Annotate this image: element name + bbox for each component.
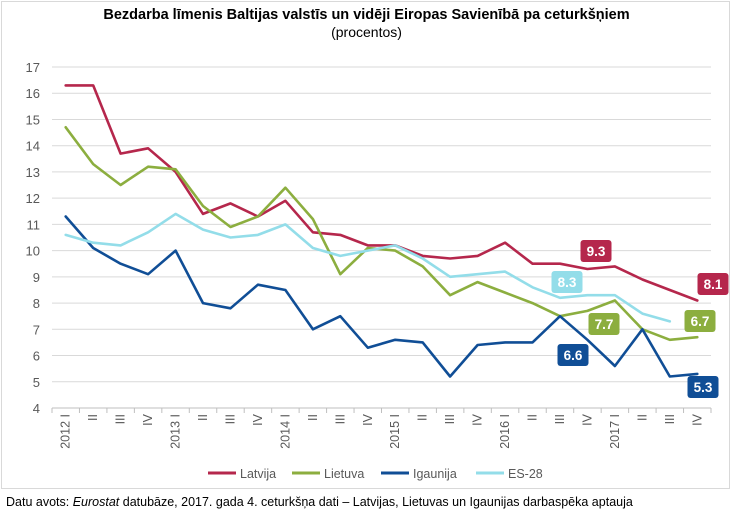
x-tick-label: 2016 I	[498, 414, 512, 449]
x-tick-label: III	[553, 414, 567, 424]
y-tick-label: 6	[33, 349, 40, 364]
series-line-igaunija	[64, 215, 699, 378]
gridlines	[52, 66, 711, 383]
legend-label-es-28: ES-28	[508, 467, 543, 481]
data-label-igaunija-bg	[557, 344, 589, 366]
y-tick-label: 5	[33, 375, 40, 390]
end-label-latvija-bg	[697, 273, 729, 295]
x-tick-label: II	[306, 414, 320, 421]
end-label-lietuva: 6.7	[691, 314, 710, 329]
legend-label-lietuva: Lietuva	[324, 467, 364, 481]
data-label-lietuva-bg	[588, 313, 620, 335]
data-label-es-28: 8.3	[558, 275, 577, 290]
data-labels: 9.3 8.1 7.7 6.7 6.6 5.3 8.3	[551, 240, 729, 398]
y-tick-label: 7	[33, 322, 40, 337]
legend-label-igaunija: Igaunija	[413, 467, 457, 481]
chart-subtitle: (procentos)	[331, 24, 402, 40]
x-tick-label: IV	[580, 413, 594, 425]
x-tick-label: 2017 I	[608, 414, 622, 449]
legend-label-latvija: Latvija	[240, 467, 276, 481]
x-tick-label: IV	[471, 413, 485, 425]
source-note: Datu avots: Eurostat datubāze, 2017. gad…	[6, 495, 633, 509]
x-tick-label: 2013 I	[169, 414, 183, 449]
x-tick-label: IV	[690, 413, 704, 425]
data-label-igaunija: 6.6	[564, 348, 583, 363]
end-label-latvija: 8.1	[704, 277, 723, 292]
x-tick-label: IV	[251, 413, 265, 425]
x-tick-label: III	[114, 414, 128, 424]
x-tick-label: II	[416, 414, 430, 421]
x-tick-label: IV	[361, 413, 375, 425]
x-tick-label: II	[86, 414, 100, 421]
source-prefix: Datu avots:	[6, 495, 73, 509]
x-tick-label: 2015 I	[388, 414, 402, 449]
x-tick-label: III	[223, 414, 237, 424]
x-tick-label: IV	[141, 413, 155, 425]
y-tick-label: 4	[33, 401, 40, 416]
y-tick-label: 15	[26, 112, 40, 127]
end-label-lietuva-bg	[684, 310, 716, 332]
source-italic: Eurostat	[72, 495, 120, 509]
data-label-es-28-bg	[551, 271, 583, 293]
y-tick-label: 9	[33, 270, 40, 285]
x-tick-label: 2012 I	[59, 414, 73, 449]
y-tick-label: 17	[26, 60, 40, 75]
series-line-es-28	[64, 212, 672, 323]
x-tick-label: III	[333, 414, 347, 424]
end-label-igaunija: 5.3	[694, 380, 713, 395]
x-tick-label: II	[526, 414, 540, 421]
series-lines	[64, 84, 699, 378]
y-tick-label: 14	[26, 139, 40, 154]
x-tick-label: II	[196, 414, 210, 421]
data-label-latvija-bg	[580, 240, 612, 262]
y-tick-label: 8	[33, 296, 40, 311]
data-label-latvija: 9.3	[587, 244, 606, 259]
data-label-lietuva: 7.7	[595, 317, 614, 332]
chart-frame	[1, 1, 730, 489]
source-suffix: datubāze, 2017. gada 4. ceturkšņa dati –…	[119, 495, 633, 509]
x-axis: 2012 I II III IV 2013 I II III IV 2014 I II III IV 2…	[51, 407, 712, 449]
x-tick-label: III	[443, 414, 457, 424]
y-tick-label: 10	[26, 244, 40, 259]
y-tick-label: 12	[26, 191, 40, 206]
series-line-latvija	[64, 84, 699, 302]
end-label-igaunija-bg	[687, 376, 719, 398]
x-tick-label: III	[663, 414, 677, 424]
y-tick-label: 16	[26, 86, 40, 101]
x-tick-label: II	[635, 414, 649, 421]
chart-title: Bezdarba līmenis Baltijas valstīs un vid…	[103, 7, 630, 23]
y-tick-label: 11	[27, 217, 41, 232]
x-tick-label: 2014 I	[278, 414, 292, 449]
y-axis: 4 5 6 7 8 9 10 11 12 13 14 15 16 17	[26, 60, 40, 416]
y-tick-label: 13	[26, 165, 40, 180]
legend: Latvija Lietuva Igaunija ES-28	[208, 467, 543, 481]
